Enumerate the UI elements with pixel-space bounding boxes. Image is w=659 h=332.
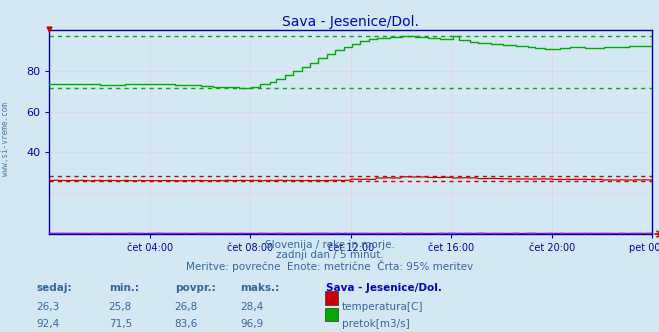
Text: zadnji dan / 5 minut.: zadnji dan / 5 minut.: [275, 250, 384, 260]
Text: 28,4: 28,4: [241, 302, 264, 312]
Text: sedaj:: sedaj:: [36, 283, 72, 293]
Text: 71,5: 71,5: [109, 319, 132, 329]
Text: 92,4: 92,4: [36, 319, 59, 329]
Text: povpr.:: povpr.:: [175, 283, 215, 293]
Text: min.:: min.:: [109, 283, 139, 293]
Title: Sava - Jesenice/Dol.: Sava - Jesenice/Dol.: [283, 15, 419, 29]
Text: 96,9: 96,9: [241, 319, 264, 329]
Text: 25,8: 25,8: [109, 302, 132, 312]
Text: Slovenija / reke in morje.: Slovenija / reke in morje.: [264, 240, 395, 250]
Text: Sava - Jesenice/Dol.: Sava - Jesenice/Dol.: [326, 283, 442, 293]
Text: temperatura[C]: temperatura[C]: [342, 302, 424, 312]
Text: 26,8: 26,8: [175, 302, 198, 312]
Text: 83,6: 83,6: [175, 319, 198, 329]
Text: pretok[m3/s]: pretok[m3/s]: [342, 319, 410, 329]
Text: www.si-vreme.com: www.si-vreme.com: [1, 103, 10, 176]
Text: Meritve: povrečne  Enote: metrične  Črta: 95% meritev: Meritve: povrečne Enote: metrične Črta: …: [186, 260, 473, 272]
Text: 26,3: 26,3: [36, 302, 59, 312]
Text: maks.:: maks.:: [241, 283, 280, 293]
